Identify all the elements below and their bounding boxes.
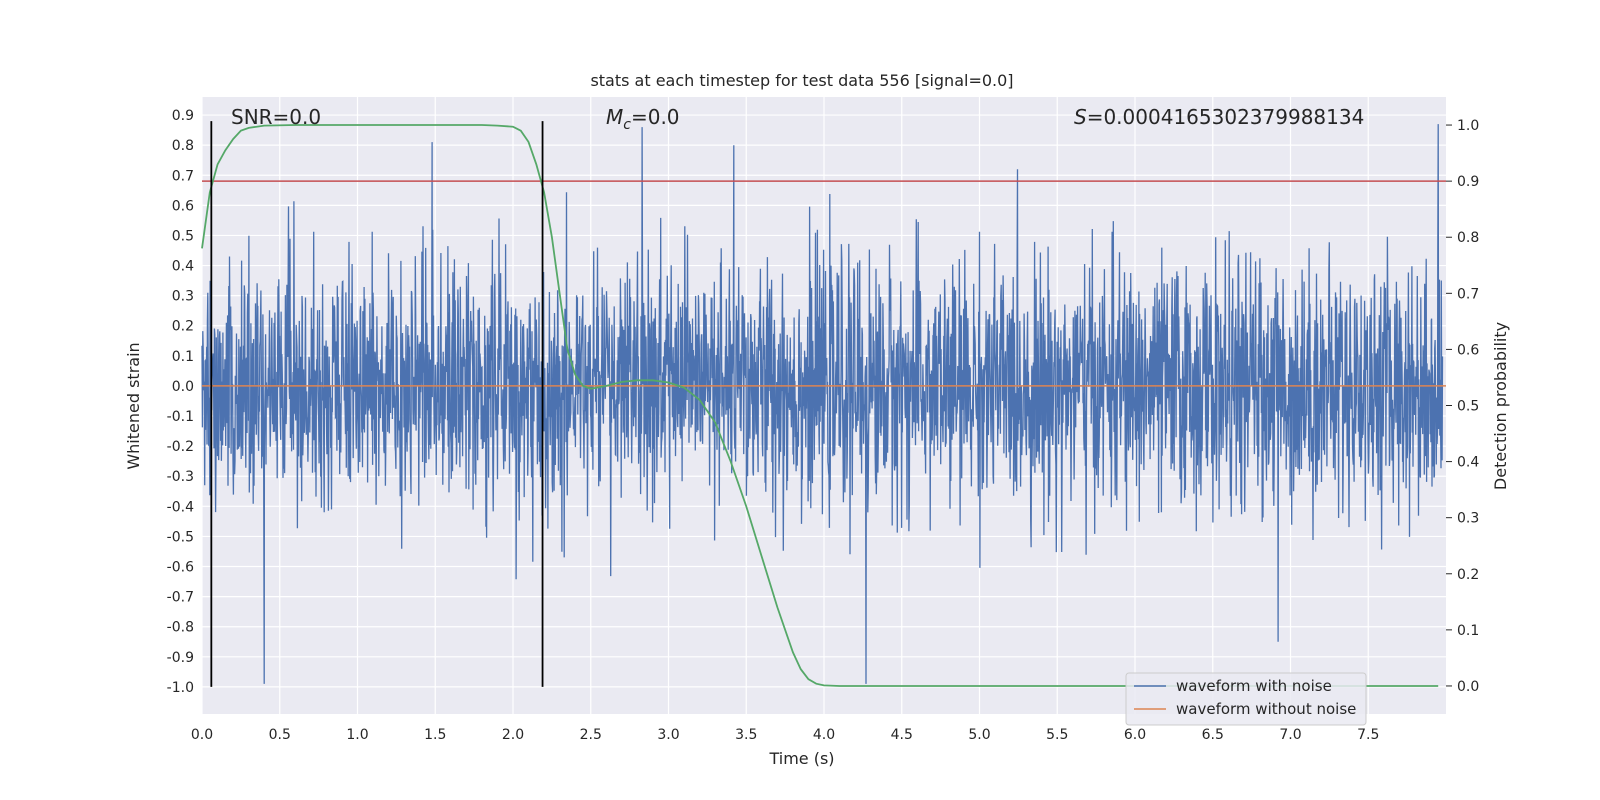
y2-tick-label: 0.8 <box>1457 230 1479 246</box>
x-tick-label: 5.0 <box>968 727 990 743</box>
x-tick-label: 7.0 <box>1279 727 1301 743</box>
series-detection-probability <box>201 124 1439 687</box>
chart-title: stats at each timestep for test data 556… <box>590 71 1013 90</box>
chirp-mass-annotation: Mc=0.0 <box>606 105 680 133</box>
x-tick-label: 4.5 <box>891 727 913 743</box>
x-tick-label: 3.5 <box>735 727 757 743</box>
y-tick-label: 0.3 <box>172 289 194 305</box>
x-tick-label: 6.5 <box>1202 727 1224 743</box>
x-tick-label: 2.5 <box>580 727 602 743</box>
x-tick-label: 0.5 <box>269 727 291 743</box>
legend-label-waveform-with-noise: waveform with noise <box>1176 677 1332 695</box>
x-tick-label: 6.0 <box>1124 727 1146 743</box>
y-tick-label: 0.4 <box>172 259 194 275</box>
x-tick-label: 4.0 <box>813 727 835 743</box>
mc-value: =0.0 <box>631 105 680 129</box>
y-axis-ticks: 0.9 0.8 0.7 0.6 0.5 0.4 0.3 0.2 0.1 0.0 -0.1 -0.2 -0… <box>167 108 194 696</box>
x-tick-label: 1.0 <box>346 727 368 743</box>
y2-tick-label: 0.4 <box>1457 455 1479 471</box>
y2-tick-label: 0.9 <box>1457 174 1479 190</box>
y-tick-label: -0.4 <box>167 499 194 515</box>
x-tick-label: 0.0 <box>191 727 213 743</box>
y2-tick-label: 0.1 <box>1457 623 1479 639</box>
legend-box <box>1125 672 1367 726</box>
y-tick-label: 0.7 <box>172 168 194 184</box>
y-tick-label: 0.5 <box>172 228 194 244</box>
y-tick-label: -0.7 <box>167 590 194 606</box>
y-tick-label: -0.6 <box>167 560 194 576</box>
y-tick-label: 0.6 <box>172 198 194 214</box>
y-tick-label: 0.1 <box>172 349 194 365</box>
y-tick-label: -1.0 <box>167 680 194 696</box>
y-tick-label: 0.9 <box>172 108 194 124</box>
x-axis-ticks: 0.0 0.5 1.0 1.5 2.0 2.5 3.0 3.5 4.0 4.5 5.0 5.5 6.0 6… <box>191 727 1380 743</box>
s-symbol: S <box>1074 105 1087 129</box>
y-tick-label: -0.8 <box>167 620 194 636</box>
mc-symbol: M <box>606 105 623 129</box>
x-tick-label: 7.5 <box>1357 727 1379 743</box>
y-tick-label: 0.0 <box>172 379 194 395</box>
x-tick-label: 1.5 <box>424 727 446 743</box>
probability-trace <box>201 124 1439 687</box>
vertical-markers <box>210 121 544 687</box>
y2-axis-label: Detection probability <box>1491 322 1510 490</box>
noise-trace <box>201 124 1444 684</box>
y2-tick-label: 0.2 <box>1457 567 1479 583</box>
y-axis-label: Whitened strain <box>124 342 143 469</box>
y2-tick-label: 0.0 <box>1457 679 1479 695</box>
y-tick-label: -0.5 <box>167 529 194 545</box>
y2-tick-label: 0.6 <box>1457 342 1479 358</box>
y2-tick-label: 0.5 <box>1457 399 1479 415</box>
x-tick-label: 3.0 <box>657 727 679 743</box>
y2-tick-label: 0.7 <box>1457 286 1479 302</box>
s-annotation: S=0.0004165302379988134 <box>1074 105 1364 129</box>
y2-tick-label: 0.3 <box>1457 511 1479 527</box>
y2-tick-label: 1.0 <box>1457 118 1479 134</box>
y2-axis-ticks: 0.0 0.1 0.2 0.3 0.4 0.5 0.6 0.7 0.8 0.9 1.0 <box>1446 118 1479 695</box>
legend: waveform with noise waveform without noi… <box>1125 672 1367 726</box>
y-tick-label: -0.9 <box>167 650 194 666</box>
x-axis-label: Time (s) <box>768 749 834 768</box>
s-value: =0.0004165302379988134 <box>1087 105 1365 129</box>
y-tick-label: -0.2 <box>167 439 194 455</box>
x-tick-label: 5.5 <box>1046 727 1068 743</box>
x-tick-label: 2.0 <box>502 727 524 743</box>
snr-annotation: SNR=0.0 <box>231 105 321 129</box>
series-waveform-with-noise <box>201 124 1444 684</box>
y-tick-label: 0.2 <box>172 319 194 335</box>
y-tick-label: -0.3 <box>167 469 194 485</box>
mc-subscript: c <box>623 117 631 133</box>
y-tick-label: -0.1 <box>167 409 194 425</box>
legend-label-waveform-without-noise: waveform without noise <box>1176 700 1356 718</box>
y-tick-label: 0.8 <box>172 138 194 154</box>
